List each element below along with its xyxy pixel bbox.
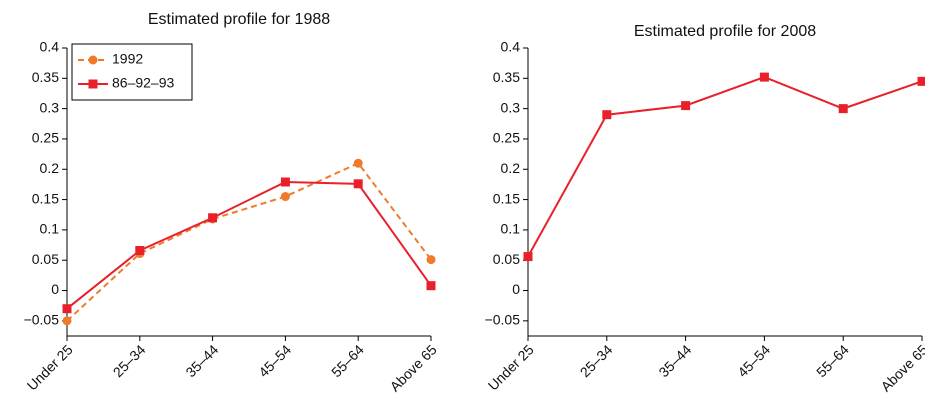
y-tick-label: 0.4 [40, 39, 60, 55]
point [523, 252, 533, 262]
y-tick-label: 0.15 [493, 190, 520, 206]
legend-box [71, 43, 193, 101]
x-tick-label: 25–34 [577, 341, 616, 380]
point [62, 316, 72, 326]
series-line [66, 180, 432, 310]
point [280, 177, 290, 187]
legend-marker [88, 55, 98, 65]
x-tick-label: 55–64 [328, 341, 367, 380]
y-tick-label: 0.3 [501, 99, 521, 115]
y-tick-label: 0.1 [501, 221, 521, 237]
y-tick-label: −0.05 [485, 312, 521, 328]
y-tick-label: −0.05 [24, 312, 60, 328]
y-tick-label: 0.25 [32, 130, 59, 146]
x-tick-label: Under 25 [24, 341, 76, 393]
y-tick-label: 0.1 [40, 221, 60, 237]
chart: Estimated profile for 1988 −0.05 0 0.05 0.1 0… [24, 11, 440, 394]
y-tick-label: 0.35 [493, 69, 520, 85]
y-tick-label: 0.2 [501, 160, 521, 176]
point [208, 213, 218, 223]
legend-label: 86–92–93 [112, 75, 175, 91]
y-tick-label: 0.2 [40, 160, 60, 176]
x-tick-label: 35–44 [655, 341, 694, 380]
y-tick-label: 0.05 [32, 251, 59, 267]
x-tick-label: Under 25 [485, 341, 537, 393]
x-tick-label: Above 65 [387, 341, 440, 394]
x-tick-label: 45–54 [734, 341, 773, 380]
y-tick-label: 0.25 [493, 130, 520, 146]
point [917, 76, 925, 86]
point [426, 255, 436, 265]
point [353, 179, 363, 189]
legend-marker [88, 79, 98, 89]
x-tick-label: 55–64 [813, 341, 852, 380]
x-tick-label: 25–34 [110, 341, 149, 380]
y-tick-label: 0.4 [501, 39, 521, 55]
y-tick-label: 0.05 [493, 251, 520, 267]
chart-title: Estimated profile for 2008 [634, 23, 816, 40]
series-line [527, 76, 923, 258]
chart: Estimated profile for 2008 −0.05 0 0.05 0.1 0… [485, 23, 925, 395]
point [838, 104, 848, 114]
point [602, 110, 612, 120]
x-tick-label: 35–44 [182, 341, 221, 380]
point [353, 158, 363, 168]
point [135, 246, 145, 256]
chart-title: Estimated profile for 1988 [148, 11, 330, 28]
point [426, 281, 436, 291]
y-tick-label: 0 [51, 281, 59, 297]
point [759, 72, 769, 82]
x-tick-label: 45–54 [255, 341, 294, 380]
series-line [66, 161, 432, 322]
point [681, 101, 691, 111]
y-tick-label: 0 [512, 281, 520, 297]
point [62, 304, 72, 314]
x-tick-label: Above 65 [878, 341, 925, 394]
point [280, 192, 290, 202]
y-tick-label: 0.15 [32, 190, 59, 206]
y-tick-label: 0.35 [32, 69, 59, 85]
y-tick-label: 0.3 [40, 99, 60, 115]
legend-label: 1992 [112, 51, 143, 67]
